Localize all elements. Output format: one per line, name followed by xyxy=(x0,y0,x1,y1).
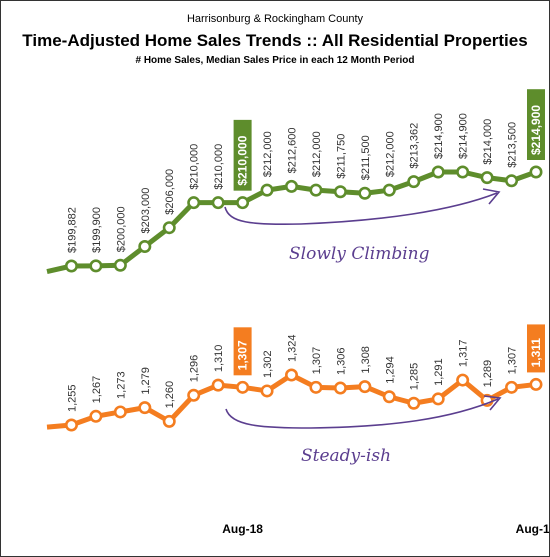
price-point xyxy=(211,196,225,210)
x-tick-label: Aug-18 xyxy=(222,522,263,536)
price-point xyxy=(431,165,445,179)
sales-highlight-box xyxy=(233,327,252,376)
price-value-label: $214,000 xyxy=(482,119,494,165)
price-value-label: $213,362 xyxy=(409,123,421,169)
sales-value-label: 1,307 xyxy=(311,347,323,375)
sales-point xyxy=(382,390,396,404)
sales-point xyxy=(309,380,323,394)
price-value-label: $199,900 xyxy=(91,207,103,253)
sales-value-label: 1,260 xyxy=(164,381,176,409)
price-highlight-box xyxy=(233,119,252,191)
price-point xyxy=(407,175,421,189)
price-point xyxy=(138,239,152,253)
price-highlight-label: $210,000 xyxy=(236,135,250,185)
price-value-label: $200,000 xyxy=(115,206,127,252)
sales-highlight-box xyxy=(527,324,545,373)
price-trend-arrow xyxy=(224,192,498,225)
sales-annotation: Steady-ish xyxy=(301,446,391,466)
sales-point xyxy=(162,414,176,428)
price-highlight-box xyxy=(527,89,545,160)
price-point xyxy=(236,196,250,210)
x-tick-label: Aug-19 xyxy=(516,522,549,536)
sales-point xyxy=(431,392,445,406)
sales-value-label: 1,273 xyxy=(115,371,127,399)
sales-value-label: 1,267 xyxy=(91,376,103,404)
price-point xyxy=(358,186,372,200)
price-point xyxy=(382,183,396,197)
price-point xyxy=(284,179,298,193)
price-point xyxy=(260,183,274,197)
price-annotation: Slowly Climbing xyxy=(289,244,430,264)
sales-value-label: 1,306 xyxy=(335,348,347,376)
sales-value-label: 1,296 xyxy=(189,355,201,383)
sales-point xyxy=(187,388,201,402)
sales-value-label: 1,302 xyxy=(262,350,274,378)
sales-value-label: 1,308 xyxy=(360,346,372,374)
price-value-label: $212,000 xyxy=(384,131,396,177)
sales-series: 1,255 1,267 1,273 1,279 1,260 1,296 1,310 1,307… xyxy=(46,324,545,432)
price-value-label: $214,900 xyxy=(458,113,470,159)
sales-trend-arrowhead xyxy=(483,395,502,411)
price-point xyxy=(89,259,103,273)
sales-point xyxy=(456,373,470,387)
price-value-label: $210,000 xyxy=(213,144,225,190)
sales-point xyxy=(236,380,250,394)
sales-point xyxy=(333,381,347,395)
sales-point xyxy=(211,378,225,392)
price-value-label: $203,000 xyxy=(140,188,152,234)
price-point xyxy=(333,185,347,199)
sales-value-label: 1,317 xyxy=(458,340,470,368)
price-point xyxy=(113,258,127,272)
sales-point xyxy=(64,418,78,432)
sales-trend-arrow xyxy=(225,398,499,429)
price-value-label: $199,882 xyxy=(66,207,78,253)
sales-point xyxy=(113,405,127,419)
sales-value-label: 1,285 xyxy=(409,363,421,391)
price-value-label: $206,000 xyxy=(164,169,176,215)
price-highlight-label: $214,900 xyxy=(529,105,543,155)
price-point xyxy=(480,171,494,185)
price-value-label: $210,000 xyxy=(189,144,201,190)
sales-point xyxy=(138,401,152,415)
sales-value-label: 1,291 xyxy=(433,358,445,386)
sales-value-label: 1,294 xyxy=(384,356,396,384)
sales-value-label: 1,324 xyxy=(287,334,299,362)
price-point xyxy=(64,259,78,273)
sales-value-label: 1,279 xyxy=(140,367,152,395)
sales-value-label: 1,310 xyxy=(213,345,225,373)
price-value-label: $214,900 xyxy=(433,113,445,159)
price-point xyxy=(187,196,201,210)
sales-highlight-label: 1,311 xyxy=(529,338,543,368)
x-axis: Aug-18 Aug-19 xyxy=(222,522,549,536)
price-value-label: $213,500 xyxy=(507,122,519,168)
price-point xyxy=(456,165,470,179)
sales-point xyxy=(505,380,519,394)
price-point xyxy=(162,221,176,235)
price-point xyxy=(529,165,543,179)
chart-title: Time-Adjusted Home Sales Trends :: All R… xyxy=(22,31,528,50)
sales-point xyxy=(89,409,103,423)
chart-subtitle: # Home Sales, Median Sales Price in each… xyxy=(135,55,415,66)
price-trend-arrowhead xyxy=(482,188,501,205)
sales-point xyxy=(260,384,274,398)
price-value-label: $211,750 xyxy=(335,134,347,179)
price-point xyxy=(309,183,323,197)
sales-point xyxy=(407,396,421,410)
price-value-label: $212,000 xyxy=(311,131,323,177)
sales-highlight-label: 1,307 xyxy=(236,340,250,370)
sales-point xyxy=(284,368,298,382)
sales-value-label: 1,289 xyxy=(482,360,494,388)
price-series: $199,882 $199,900 $200,000 $203,000 $206,000… xyxy=(46,89,545,274)
sales-value-label: 1,255 xyxy=(66,384,78,412)
region-label: Harrisonburg & Rockingham County xyxy=(186,13,364,25)
sales-point xyxy=(358,380,372,394)
price-value-label: $212,000 xyxy=(262,131,274,177)
price-point xyxy=(505,174,519,188)
price-value-label: $211,500 xyxy=(360,135,372,180)
price-value-label: $212,600 xyxy=(287,128,299,174)
sales-value-label: 1,307 xyxy=(507,347,519,375)
sales-point xyxy=(529,377,543,391)
